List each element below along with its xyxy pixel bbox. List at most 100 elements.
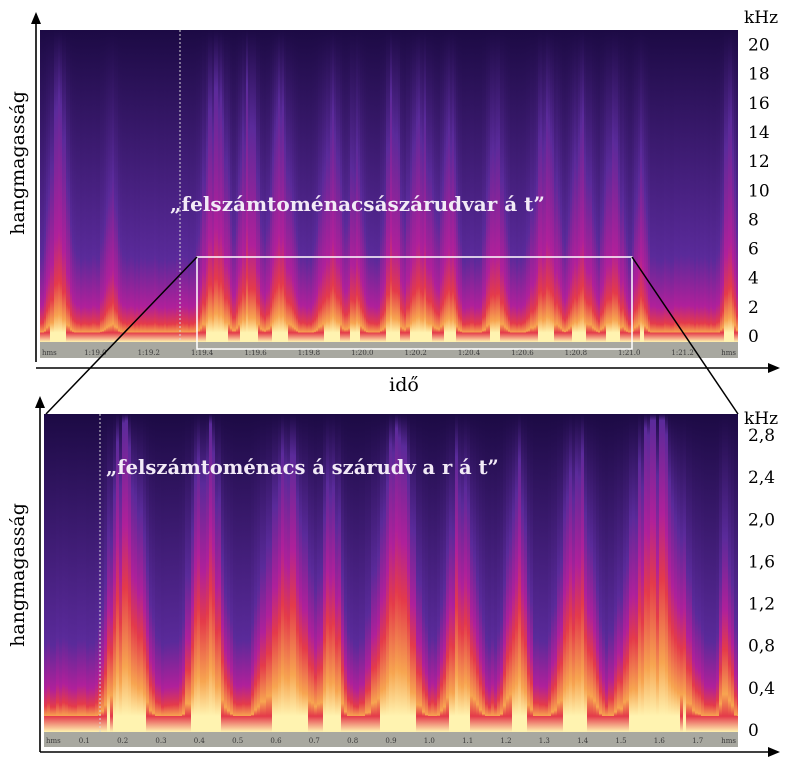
y-tick-label: 6 bbox=[748, 240, 759, 260]
top-cols-column bbox=[358, 30, 361, 342]
top-cols-column bbox=[450, 30, 453, 342]
top-cols-column bbox=[460, 30, 463, 342]
bot-cols-column bbox=[47, 414, 51, 732]
bot-cols-column bbox=[86, 414, 90, 732]
bot-cols-column bbox=[668, 414, 672, 732]
top-cols-column bbox=[262, 30, 265, 342]
bot-cols-column bbox=[368, 414, 372, 732]
top-cols-column bbox=[572, 30, 575, 342]
top-cols-column bbox=[532, 30, 535, 342]
bot-cols-column bbox=[704, 414, 708, 732]
bot-cols-column bbox=[566, 414, 570, 732]
bot-cols-column bbox=[227, 414, 231, 732]
top-cols-column bbox=[464, 30, 467, 342]
bot-cols-column bbox=[404, 414, 408, 732]
top-cols-column bbox=[396, 30, 399, 342]
top-cols-column bbox=[106, 30, 109, 342]
top-cols-column bbox=[452, 30, 455, 342]
top-cols-column bbox=[170, 30, 173, 342]
top-cols-column bbox=[712, 30, 715, 342]
time-tick-label: 1.4 bbox=[577, 737, 589, 745]
bot-cols-column bbox=[356, 414, 360, 732]
top-cols-column bbox=[172, 30, 175, 342]
bot-cols-column bbox=[710, 414, 714, 732]
bot-cols-column bbox=[536, 414, 540, 732]
top-cols-column bbox=[518, 30, 521, 342]
zoom-connector-left bbox=[45, 256, 198, 415]
top-cols-column bbox=[122, 30, 125, 342]
y-tick-label: 2,8 bbox=[748, 426, 775, 446]
top-cols-column bbox=[198, 30, 201, 342]
top-cols-column bbox=[378, 30, 381, 342]
top-cols-column bbox=[662, 30, 665, 342]
bot-cols-column bbox=[557, 414, 561, 732]
bot-cols-column bbox=[197, 414, 201, 732]
bot-cols-column bbox=[242, 414, 246, 732]
top-cols-column bbox=[60, 30, 63, 342]
top-cols-column bbox=[150, 30, 153, 342]
time-tick-label: 1.2 bbox=[500, 737, 511, 745]
top-cols-column bbox=[696, 30, 699, 342]
bot-cols-column bbox=[728, 414, 732, 732]
bot-cols-column bbox=[602, 414, 606, 732]
bot-cols-column bbox=[716, 414, 720, 732]
top-cols-column bbox=[624, 30, 627, 342]
top-cols-column bbox=[346, 30, 349, 342]
top-cols-column bbox=[590, 30, 593, 342]
top-cols-column bbox=[144, 30, 147, 342]
bottom-spectrogram: hms 0.1 0.2 0.3 0.4 0.5 0.6 0.7 0.8 0.9 1.0 1.1 1.2 1… bbox=[44, 414, 738, 747]
bot-cols-column bbox=[77, 414, 81, 732]
bot-cols-column bbox=[365, 414, 369, 732]
top-cols-column bbox=[70, 30, 73, 342]
top-cols-column bbox=[400, 30, 403, 342]
top-cols-column bbox=[730, 30, 733, 342]
top-cols-column bbox=[116, 30, 119, 342]
top-cols-column bbox=[94, 30, 97, 342]
bot-cols-column bbox=[635, 414, 639, 732]
top-cols-column bbox=[58, 30, 61, 342]
bottom-y-unit-label: kHz bbox=[744, 409, 778, 429]
top-highlight-box bbox=[196, 256, 633, 350]
top-cols-column bbox=[674, 30, 677, 342]
top-cols-column bbox=[132, 30, 135, 342]
top-cols-column bbox=[510, 30, 513, 342]
top-cols-column bbox=[604, 30, 607, 342]
bot-cols-column bbox=[428, 414, 432, 732]
bot-cols-column bbox=[260, 414, 264, 732]
bot-cols-column bbox=[410, 414, 414, 732]
bot-cols-column bbox=[563, 414, 567, 732]
top-cols-column bbox=[128, 30, 131, 342]
bot-cols-column bbox=[104, 414, 108, 732]
top-cols-column bbox=[226, 30, 229, 342]
time-tick-label: 1.0 bbox=[424, 737, 435, 745]
top-cols-column bbox=[126, 30, 129, 342]
bot-cols-column bbox=[485, 414, 489, 732]
bot-cols-column bbox=[494, 414, 498, 732]
bot-cols-column bbox=[446, 414, 450, 732]
bot-cols-column bbox=[644, 414, 648, 732]
top-cols-column bbox=[124, 30, 127, 342]
bot-cols-column bbox=[371, 414, 375, 732]
y-tick-label: 0 bbox=[748, 721, 759, 741]
bot-cols-column bbox=[506, 414, 510, 732]
bot-cols-column bbox=[401, 414, 405, 732]
bot-cols-column bbox=[344, 414, 348, 732]
top-cols-column bbox=[658, 30, 661, 342]
top-cols-column bbox=[206, 30, 209, 342]
top-cols-column bbox=[444, 30, 447, 342]
top-cols-column bbox=[656, 30, 659, 342]
top-cols-column bbox=[382, 30, 385, 342]
time-tick-label: 1.3 bbox=[539, 737, 550, 745]
time-tick-label: 0.6 bbox=[270, 737, 282, 745]
bot-cols-column bbox=[422, 414, 426, 732]
bot-cols-column bbox=[143, 414, 147, 732]
top-cols-column bbox=[570, 30, 573, 342]
bot-cols-column bbox=[614, 414, 618, 732]
top-cols-column bbox=[306, 30, 309, 342]
time-tick-label: hms bbox=[42, 349, 57, 357]
bot-cols-column bbox=[170, 414, 174, 732]
top-cols-column bbox=[160, 30, 163, 342]
bot-cols-column bbox=[251, 414, 255, 732]
top-cols-column bbox=[56, 30, 59, 342]
top-cols-column bbox=[308, 30, 311, 342]
